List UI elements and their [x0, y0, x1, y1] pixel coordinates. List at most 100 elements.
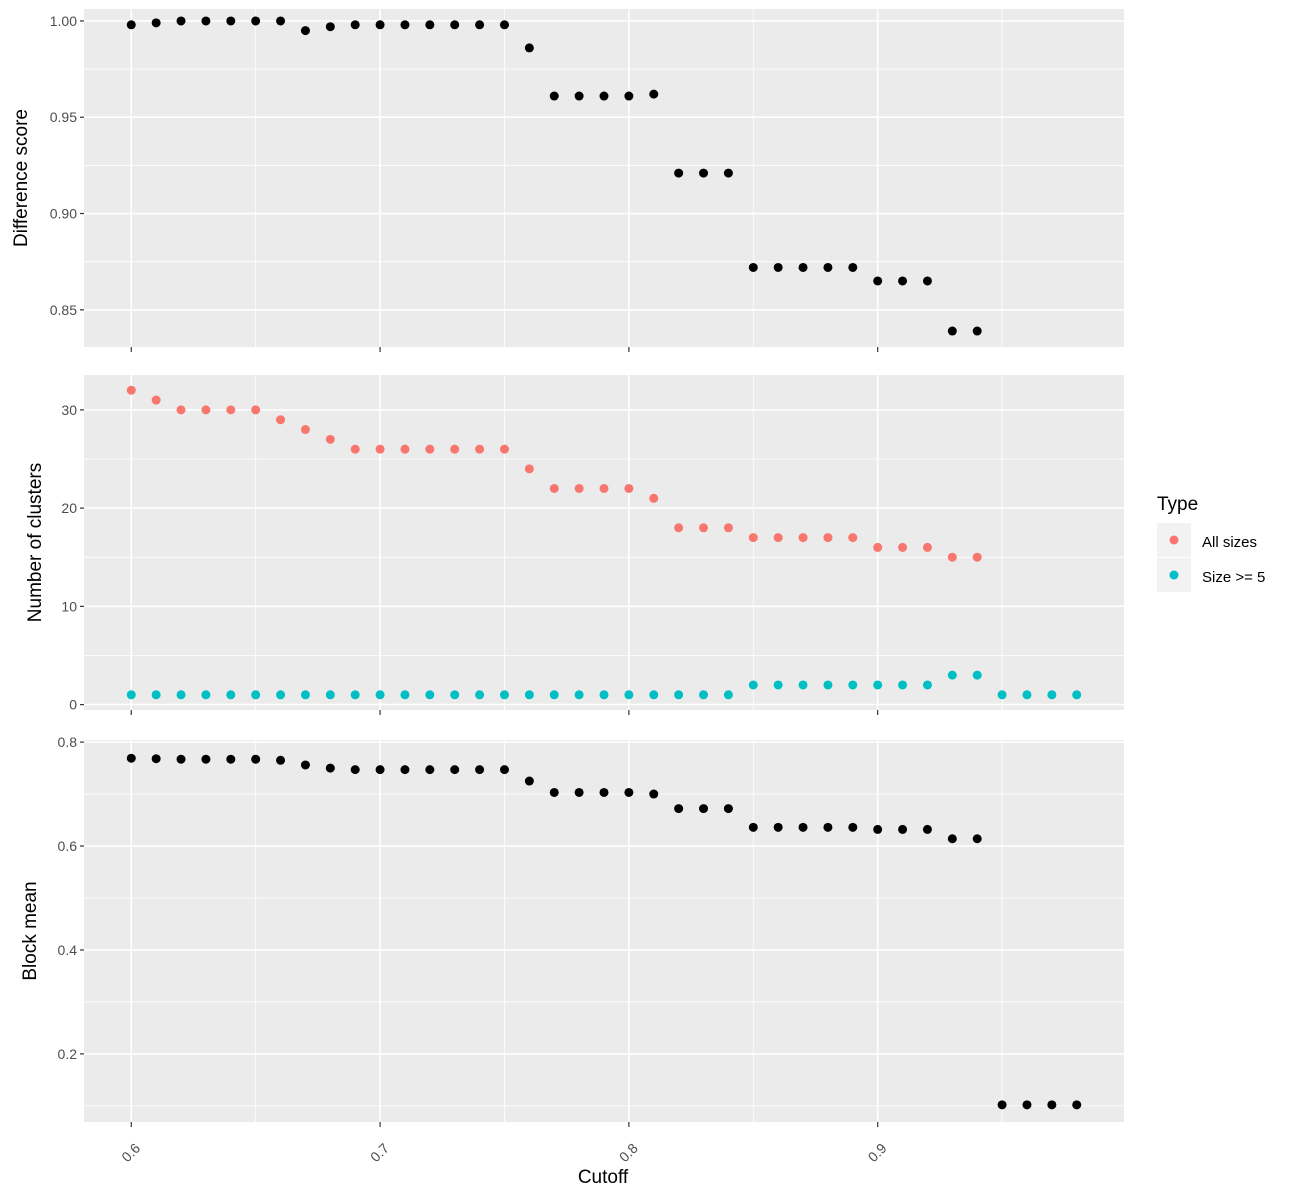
data-point — [549, 91, 559, 101]
data-point — [599, 483, 609, 493]
data-point — [325, 690, 335, 700]
data-point — [325, 22, 335, 32]
data-point — [226, 16, 236, 26]
data-point — [1047, 690, 1057, 700]
data-point — [848, 680, 858, 690]
data-point — [848, 822, 858, 832]
data-point — [226, 690, 236, 700]
data-point — [972, 670, 982, 680]
y-tick-label: 1.00 — [50, 13, 77, 29]
data-point — [947, 670, 957, 680]
data-point — [873, 680, 883, 690]
data-point — [375, 765, 385, 775]
data-point — [425, 444, 435, 454]
data-point — [450, 20, 460, 30]
data-point — [699, 690, 709, 700]
data-point — [649, 493, 659, 503]
data-point — [873, 542, 883, 552]
series-1 — [126, 753, 1082, 1110]
data-point — [450, 690, 460, 700]
panel-background — [84, 740, 1124, 1122]
data-point — [773, 680, 783, 690]
legend-swatch-all-sizes — [1169, 535, 1179, 545]
x-tick-label: 0.7 — [367, 1140, 392, 1165]
y-tick-label: 0.90 — [50, 206, 77, 222]
data-point — [425, 20, 435, 30]
data-point — [624, 483, 634, 493]
data-point — [624, 787, 634, 797]
data-point — [699, 168, 709, 178]
data-point — [126, 690, 136, 700]
data-point — [375, 690, 385, 700]
series-1 — [126, 385, 982, 562]
data-point — [649, 789, 659, 799]
data-point — [599, 91, 609, 101]
panel-2: 0 10 20 30 Number of clusters — [25, 375, 1124, 715]
data-point — [699, 523, 709, 533]
data-point — [499, 765, 509, 775]
data-point — [972, 326, 982, 336]
y-tick-label: 30 — [61, 402, 77, 418]
data-point — [574, 483, 584, 493]
y-axis-title: Block mean — [20, 881, 41, 980]
series-2 — [126, 670, 1082, 700]
x-tick-label: 0.8 — [616, 1140, 641, 1165]
data-point — [1022, 690, 1032, 700]
data-point — [972, 834, 982, 844]
x-tick-label: 0.6 — [118, 1140, 143, 1165]
x-axis-title: Cutoff — [578, 1167, 629, 1188]
data-point — [848, 262, 858, 272]
data-point — [947, 326, 957, 336]
data-point — [499, 690, 509, 700]
data-point — [748, 533, 758, 543]
data-point — [201, 690, 211, 700]
y-tick-label: 0 — [69, 697, 77, 713]
data-point — [126, 385, 136, 395]
data-point — [151, 754, 161, 764]
data-point — [475, 690, 485, 700]
data-point — [1072, 1100, 1082, 1110]
legend: Type All sizes Size >= 5 — [1157, 494, 1265, 592]
data-point — [375, 20, 385, 30]
data-point — [450, 444, 460, 454]
data-point — [674, 523, 684, 533]
data-point — [400, 444, 410, 454]
data-point — [549, 690, 559, 700]
data-point — [151, 18, 161, 28]
data-point — [350, 20, 360, 30]
data-point — [549, 787, 559, 797]
data-point — [723, 690, 733, 700]
panel-3: 0.2 0.4 0.6 0.8 Block mean — [20, 734, 1124, 1127]
data-point — [574, 91, 584, 101]
data-point — [400, 690, 410, 700]
data-point — [300, 760, 310, 770]
data-point — [524, 690, 534, 700]
data-point — [997, 1100, 1007, 1110]
data-point — [574, 690, 584, 700]
data-point — [499, 20, 509, 30]
data-point — [450, 765, 460, 775]
data-point — [226, 754, 236, 764]
data-point — [972, 552, 982, 562]
data-point — [251, 754, 261, 764]
x-axis: 0.6 0.7 0.8 0.9 — [118, 1140, 890, 1165]
y-tick-label: 0.8 — [58, 734, 78, 750]
data-point — [798, 680, 808, 690]
panel-background — [84, 375, 1124, 710]
data-point — [748, 680, 758, 690]
data-point — [873, 276, 883, 286]
data-point — [201, 16, 211, 26]
y-axis-title: Difference score — [11, 109, 32, 247]
data-point — [1022, 1100, 1032, 1110]
data-point — [674, 690, 684, 700]
data-point — [748, 262, 758, 272]
data-point — [425, 690, 435, 700]
data-point — [425, 765, 435, 775]
y-tick-label: 0.85 — [50, 302, 77, 318]
data-point — [922, 542, 932, 552]
data-point — [624, 91, 634, 101]
data-point — [325, 763, 335, 773]
data-point — [176, 754, 186, 764]
data-point — [723, 804, 733, 814]
